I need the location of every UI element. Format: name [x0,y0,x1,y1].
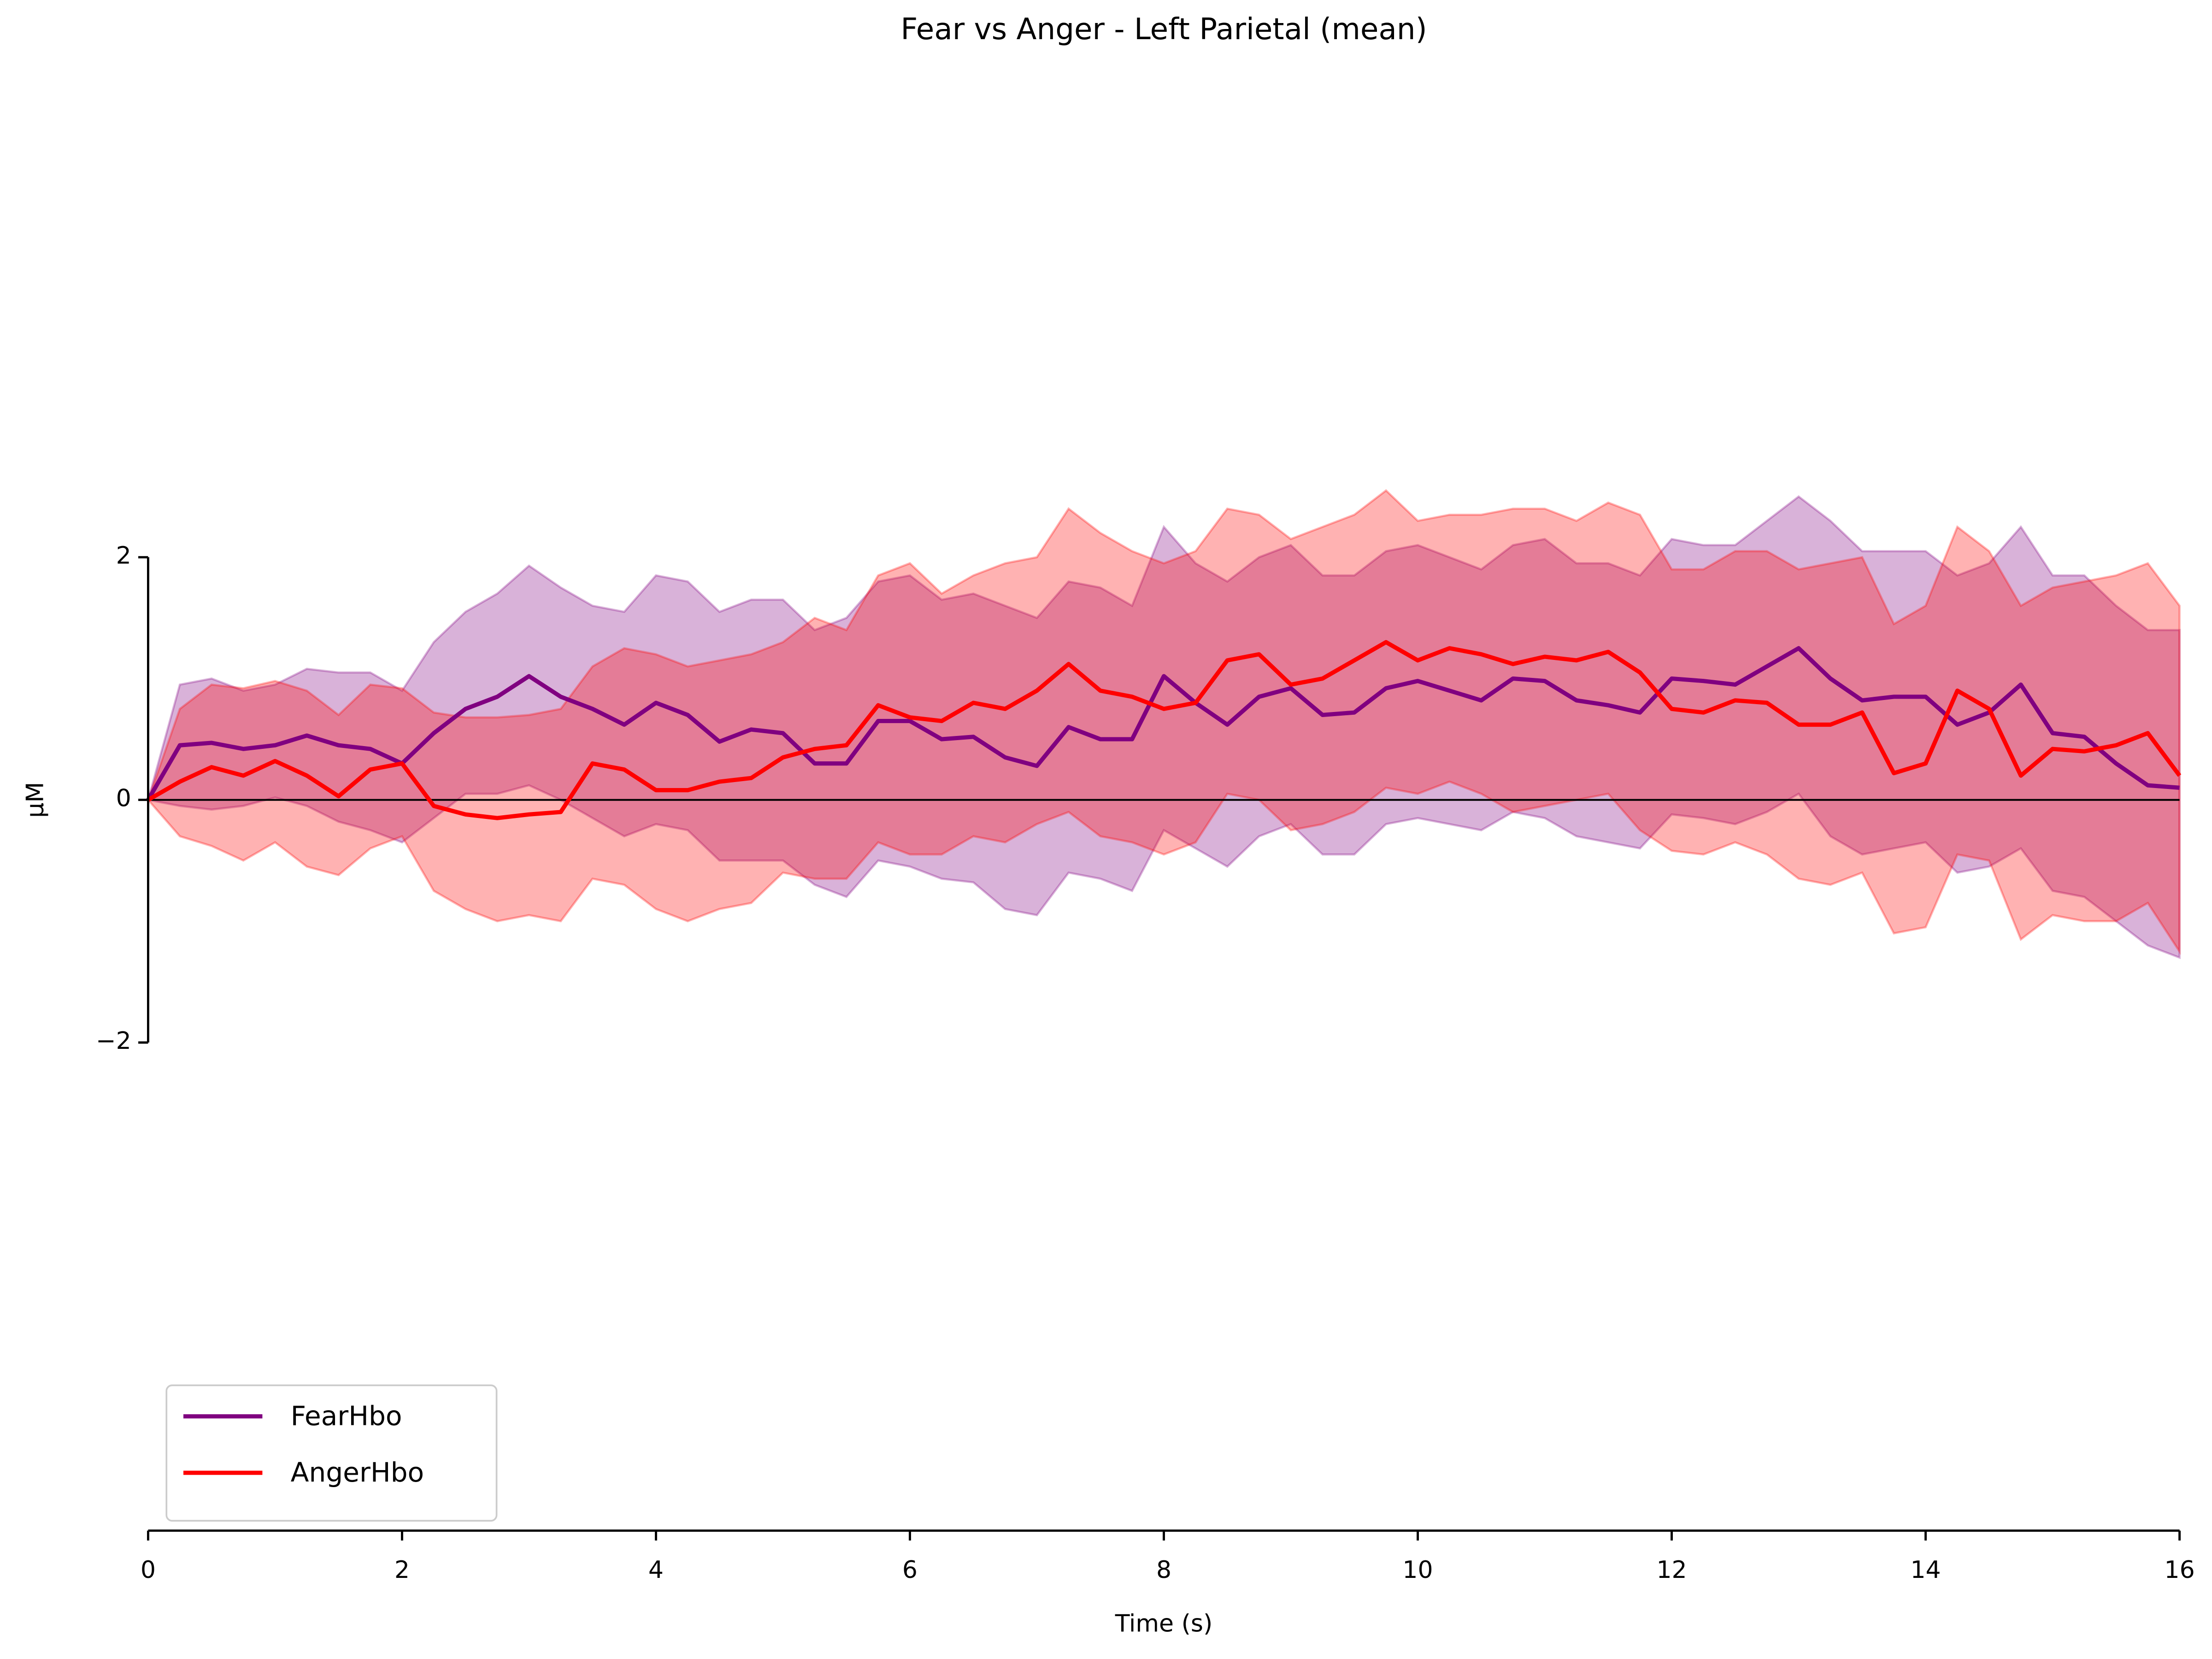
y-tick-label: −2 [96,1027,131,1055]
x-axis-label: Time (s) [1115,1610,1213,1638]
x-tick-label: 0 [141,1556,156,1584]
y-tick-label: 0 [116,785,131,812]
legend-box [165,1384,498,1522]
series-line [146,646,2180,801]
confidence-band [147,495,2181,959]
series-line [147,640,2182,820]
legend-label: AngerHbo [291,1457,424,1488]
x-tick-label: 10 [1402,1556,1433,1584]
confidence-band [147,489,2181,955]
chart-title: Fear vs Anger - Left Parietal (mean) [900,12,1427,47]
legend-label: FearHbo [291,1400,402,1432]
y-axis-label: µM [22,782,49,818]
x-tick-label: 12 [1656,1556,1687,1584]
x-tick-label: 6 [902,1556,918,1584]
x-tick-label: 14 [1910,1556,1941,1584]
y-tick-label: 2 [116,542,131,570]
plot-area [146,489,2182,959]
x-tick-label: 16 [2164,1556,2194,1584]
x-tick-label: 4 [648,1556,664,1584]
x-tick-label: 8 [1156,1556,1171,1584]
x-tick-label: 2 [394,1556,410,1584]
